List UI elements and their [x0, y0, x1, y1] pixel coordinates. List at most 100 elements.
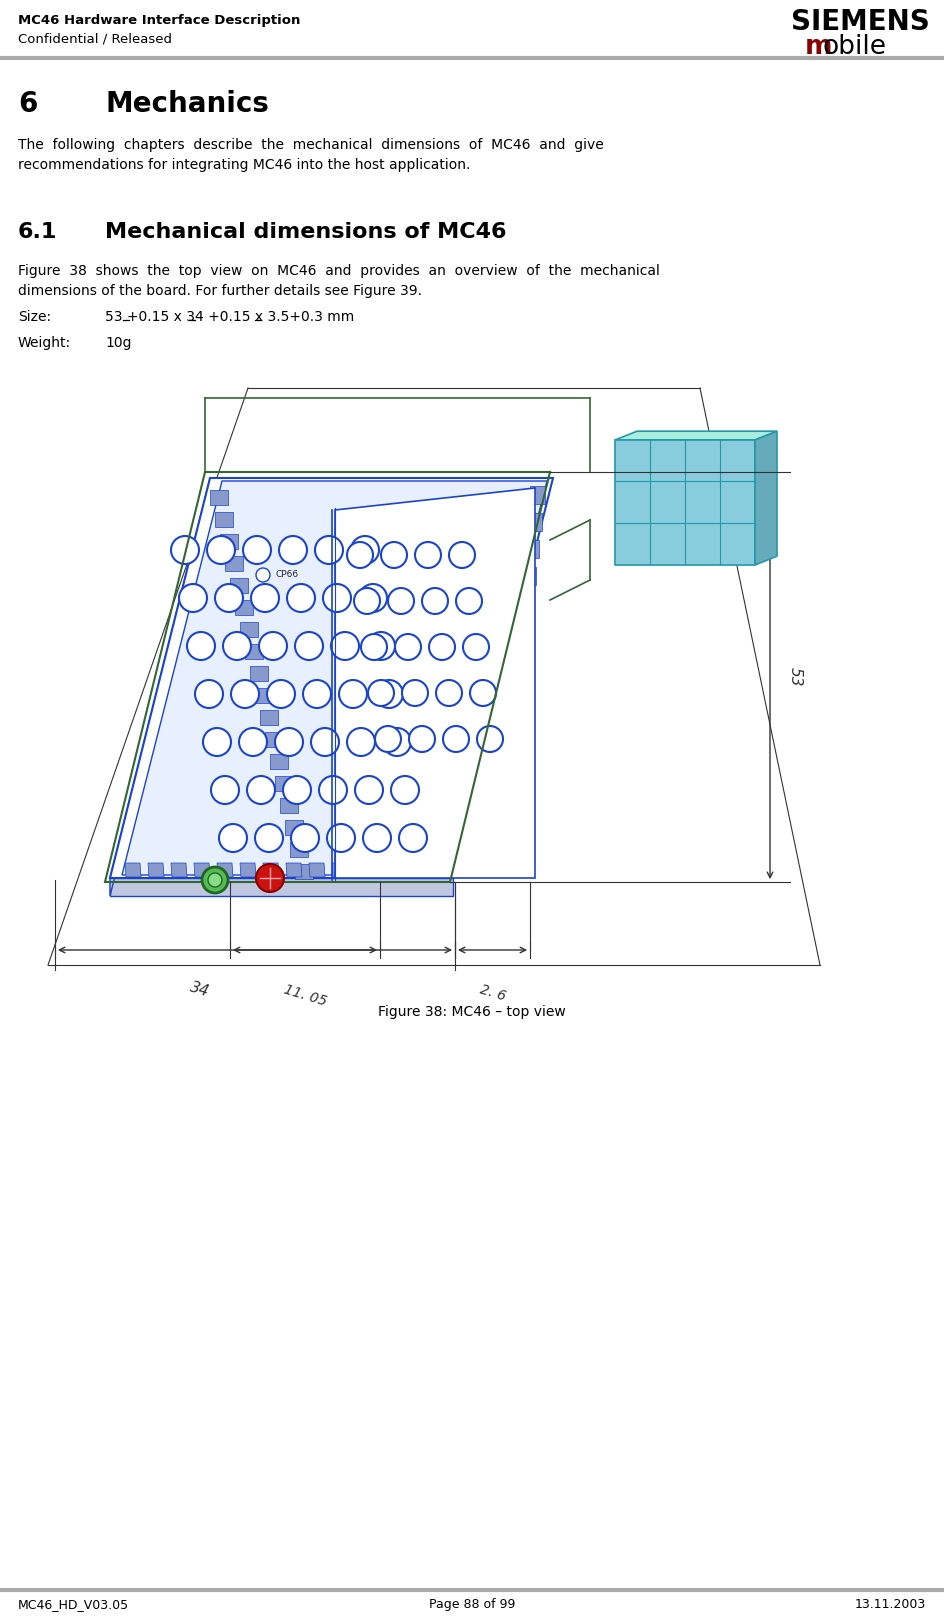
Circle shape [359, 584, 387, 612]
Polygon shape [506, 702, 521, 720]
Polygon shape [245, 644, 263, 659]
Polygon shape [260, 710, 278, 725]
Text: m: m [805, 34, 833, 60]
Polygon shape [521, 566, 536, 586]
Polygon shape [255, 688, 273, 702]
Polygon shape [280, 798, 298, 812]
Polygon shape [265, 731, 283, 748]
Polygon shape [250, 667, 268, 681]
Text: Mechanical dimensions of MC46: Mechanical dimensions of MC46 [105, 222, 507, 243]
Circle shape [315, 536, 343, 565]
Polygon shape [217, 862, 233, 877]
Circle shape [323, 584, 351, 612]
Text: MC46 Hardware Interface Description: MC46 Hardware Interface Description [18, 15, 300, 28]
Circle shape [303, 680, 331, 709]
Polygon shape [125, 862, 141, 877]
Circle shape [339, 680, 367, 709]
Text: CP66: CP66 [275, 570, 298, 579]
Circle shape [187, 633, 215, 660]
Polygon shape [401, 862, 417, 877]
Circle shape [383, 728, 411, 756]
Polygon shape [309, 862, 325, 877]
Circle shape [275, 728, 303, 756]
Text: Mechanics: Mechanics [105, 91, 269, 118]
Circle shape [267, 680, 295, 709]
Text: 10g: 10g [105, 337, 131, 349]
Polygon shape [286, 862, 302, 877]
Circle shape [361, 634, 387, 660]
Polygon shape [194, 862, 210, 877]
Circle shape [327, 824, 355, 853]
Text: obile: obile [823, 34, 887, 60]
Polygon shape [148, 862, 164, 877]
Circle shape [470, 680, 496, 705]
Circle shape [422, 587, 448, 613]
Polygon shape [275, 777, 293, 791]
Circle shape [443, 726, 469, 752]
Polygon shape [110, 879, 453, 896]
Polygon shape [230, 578, 248, 594]
Polygon shape [524, 540, 539, 558]
Polygon shape [285, 820, 303, 835]
Circle shape [375, 726, 401, 752]
Text: Figure  38  shows  the  top  view  on  MC46  and  provides  an  overview  of  th: Figure 38 shows the top view on MC46 and… [18, 264, 660, 278]
Circle shape [247, 777, 275, 804]
Circle shape [239, 728, 267, 756]
Polygon shape [509, 675, 524, 693]
Polygon shape [210, 490, 228, 505]
Text: Page 88 of 99: Page 88 of 99 [429, 1599, 515, 1612]
Circle shape [215, 584, 243, 612]
Circle shape [449, 542, 475, 568]
Polygon shape [263, 862, 279, 877]
Circle shape [429, 634, 455, 660]
Circle shape [415, 542, 441, 568]
Text: 53: 53 [788, 667, 803, 686]
Polygon shape [503, 730, 518, 748]
Circle shape [463, 634, 489, 660]
Circle shape [368, 680, 394, 705]
Circle shape [171, 536, 199, 565]
Circle shape [347, 728, 375, 756]
Circle shape [391, 777, 419, 804]
Circle shape [388, 587, 414, 613]
Circle shape [202, 867, 228, 893]
Circle shape [207, 536, 235, 565]
Text: 53 +0.15 x 34 +0.15 x 3.5+0.3 mm: 53 +0.15 x 34 +0.15 x 3.5+0.3 mm [105, 311, 354, 324]
Circle shape [279, 536, 307, 565]
Text: 34: 34 [189, 981, 211, 1000]
Polygon shape [500, 756, 515, 773]
Circle shape [219, 824, 247, 853]
Circle shape [295, 633, 323, 660]
Circle shape [311, 728, 339, 756]
Polygon shape [527, 513, 542, 531]
Polygon shape [240, 862, 256, 877]
Circle shape [436, 680, 462, 705]
Circle shape [354, 587, 380, 613]
Circle shape [456, 587, 482, 613]
Circle shape [208, 874, 222, 887]
Circle shape [251, 584, 279, 612]
Circle shape [363, 824, 391, 853]
Circle shape [203, 728, 231, 756]
Polygon shape [290, 841, 308, 858]
Circle shape [355, 777, 383, 804]
Polygon shape [110, 477, 210, 896]
Polygon shape [110, 477, 553, 879]
Text: 2. 6: 2. 6 [479, 982, 508, 1003]
Polygon shape [270, 754, 288, 769]
Polygon shape [530, 485, 545, 503]
Circle shape [287, 584, 315, 612]
Text: 11. 05: 11. 05 [282, 982, 329, 1008]
Text: dimensions of the board. For further details see Figure 39.: dimensions of the board. For further det… [18, 285, 422, 298]
Circle shape [477, 726, 503, 752]
Polygon shape [171, 862, 187, 877]
Polygon shape [615, 440, 755, 565]
Circle shape [211, 777, 239, 804]
Polygon shape [332, 862, 348, 877]
Text: Weight:: Weight: [18, 337, 71, 349]
Circle shape [351, 536, 379, 565]
Polygon shape [235, 600, 253, 615]
Text: Size:: Size: [18, 311, 51, 324]
Text: SIEMENS: SIEMENS [791, 8, 930, 36]
Polygon shape [355, 862, 371, 877]
